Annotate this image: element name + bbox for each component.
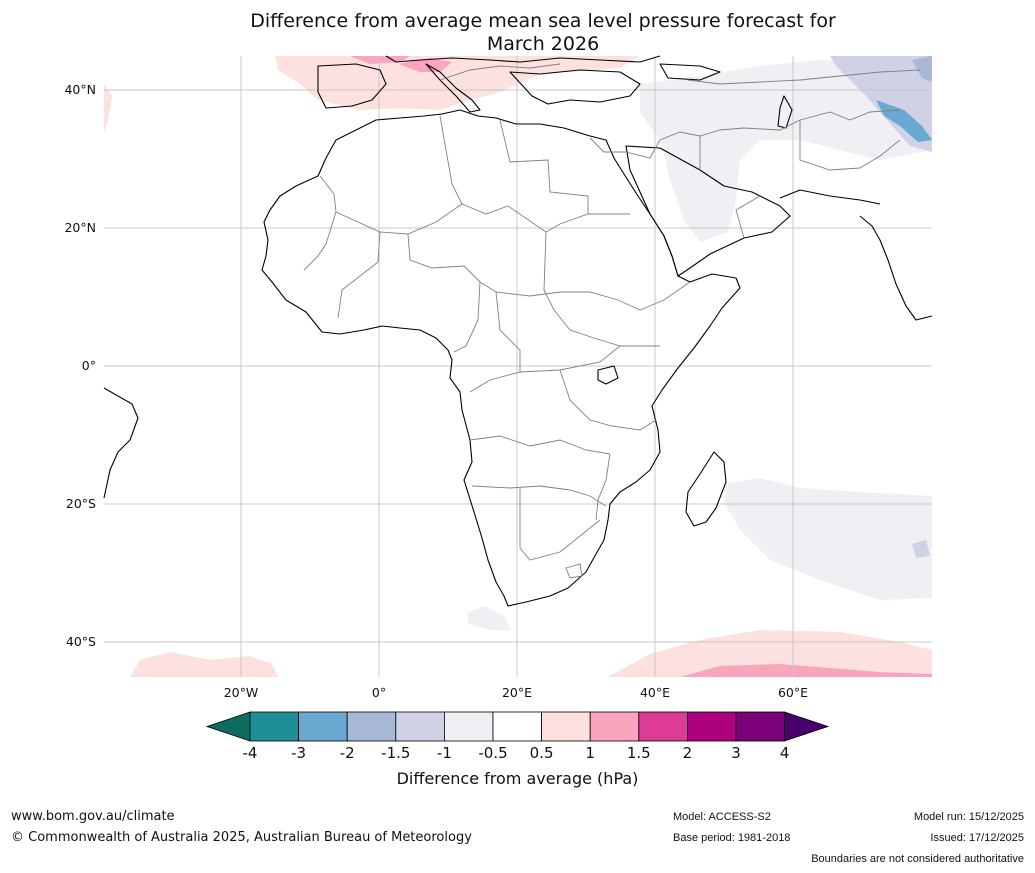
footer-base-period: Base period: 1981-2018 — [673, 832, 791, 844]
colorbar-max-extend — [784, 711, 830, 742]
footer-disclaimer: Boundaries are not considered authoritat… — [811, 853, 1024, 865]
title-line-1: Difference from average mean sea level p… — [250, 10, 836, 32]
greece-turkey — [509, 69, 641, 105]
colorbar-tick-label: -3 — [291, 744, 307, 762]
caspian — [777, 95, 793, 129]
colorbar-segment — [298, 711, 348, 742]
colorbar-segment — [589, 711, 640, 742]
lat-label-40s: 40°S — [65, 634, 96, 649]
lat-label-20n: 20°N — [64, 220, 96, 235]
south-america-tip — [103, 387, 139, 499]
lat-label-0: 0° — [81, 358, 96, 373]
africa-coastline — [261, 109, 741, 607]
lon-label-60e: 60°E — [777, 685, 809, 700]
colorbar-tick-label: 0.5 — [529, 744, 554, 762]
chart-title: Difference from average mean sea level p… — [0, 10, 1035, 56]
colorbar-segment — [395, 711, 445, 742]
title-line-2: March 2026 — [486, 33, 600, 55]
map-gridlines — [104, 56, 932, 677]
colorbar — [205, 711, 830, 742]
negative-anomaly-south-indian-core — [912, 540, 930, 558]
negative-anomaly-northeast-core-2 — [912, 56, 932, 82]
coastlines — [103, 55, 933, 607]
lon-label-0: 0° — [371, 685, 387, 700]
negative-anomaly-middle-east — [640, 60, 932, 242]
lake-victoria — [597, 365, 619, 385]
negative-anomaly-south-indian — [724, 478, 932, 600]
europe-north-coast — [385, 55, 661, 63]
colorbar-tick-label: -1 — [436, 744, 452, 762]
negative-anomaly-south-atlantic — [468, 606, 510, 630]
colorbar-segment — [541, 711, 591, 742]
footer-website: www.bom.gov.au/climate — [11, 809, 175, 824]
positive-anomaly-west-edge — [104, 84, 112, 132]
lat-label-20s: 20°S — [65, 496, 96, 511]
country-borders — [303, 63, 921, 579]
colorbar-tick-label: 2 — [682, 744, 693, 762]
positive-anomaly-north — [275, 56, 640, 110]
india-coast — [859, 215, 933, 321]
lon-label-20e: 20°E — [501, 685, 533, 700]
madagascar — [685, 451, 727, 527]
colorbar-tick-label: 1.5 — [626, 744, 651, 762]
footer-model-run: Model run: 15/12/2025 — [913, 811, 1024, 823]
colorbar-tick-label: 3 — [731, 744, 741, 762]
positive-anomaly-southeast-core — [680, 664, 932, 677]
colorbar-tick-label: 1 — [585, 744, 595, 762]
arabian-peninsula — [625, 145, 791, 277]
colorbar-tick-label: -0.5 — [478, 744, 508, 762]
colorbar-segment — [443, 711, 494, 742]
colorbar-tick-label: -4 — [242, 744, 258, 762]
colorbar-tick-label: -2 — [339, 744, 355, 762]
colorbar-segment — [249, 711, 299, 742]
colorbar-min-extend — [205, 711, 251, 742]
footer-model: Model: ACCESS-S2 — [673, 811, 771, 823]
footer-copyright: © Commonwealth of Australia 2025, Austra… — [11, 830, 472, 845]
positive-anomaly-north-core — [398, 58, 452, 72]
colorbar-label: Difference from average (hPa) — [396, 769, 639, 788]
colorbar-segment — [735, 711, 785, 742]
iberia — [317, 63, 387, 109]
colorbar-segment — [346, 711, 397, 742]
italy — [425, 63, 481, 113]
colorbar-segment — [638, 711, 688, 742]
colorbar-segment — [492, 711, 542, 742]
footer-issued: Issued: 17/12/2025 — [930, 832, 1024, 844]
lon-label-20w: 20°W — [223, 685, 259, 700]
colorbar-tick-label: -1.5 — [381, 744, 411, 762]
colorbar-segment — [687, 711, 737, 742]
iran-coast — [779, 189, 881, 205]
lon-label-40e: 40°E — [639, 685, 671, 700]
lat-label-40n: 40°N — [64, 82, 96, 97]
black-sea — [659, 63, 721, 81]
colorbar-tick-label: 4 — [779, 744, 790, 762]
